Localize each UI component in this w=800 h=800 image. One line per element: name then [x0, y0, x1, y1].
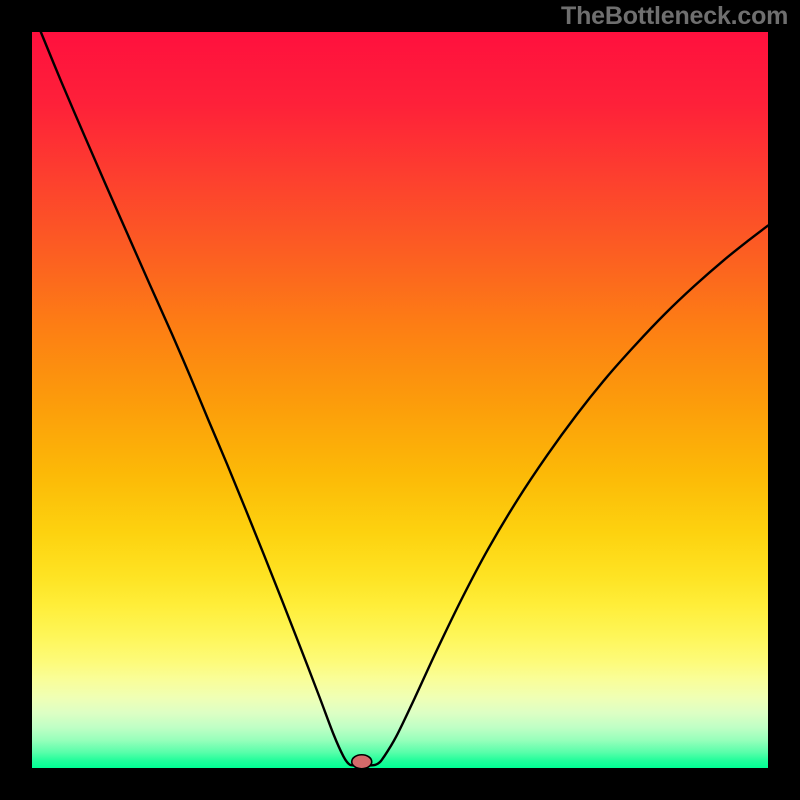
- gradient-plot-area: [32, 32, 768, 768]
- chart-stage: TheBottleneck.com: [0, 0, 800, 800]
- watermark-text: TheBottleneck.com: [561, 2, 788, 31]
- bottleneck-chart: [0, 0, 800, 800]
- optimal-marker: [352, 755, 372, 769]
